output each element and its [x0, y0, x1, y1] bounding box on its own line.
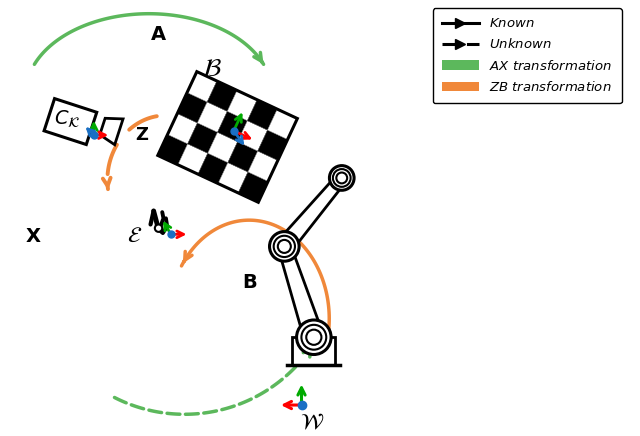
Polygon shape	[248, 100, 277, 130]
Polygon shape	[228, 142, 258, 172]
Polygon shape	[188, 123, 218, 153]
Polygon shape	[158, 134, 188, 165]
Text: $\mathit{C_{\mathcal{K}}}$: $\mathit{C_{\mathcal{K}}}$	[54, 109, 81, 129]
Polygon shape	[268, 109, 298, 140]
Text: A: A	[150, 24, 166, 44]
Polygon shape	[168, 113, 197, 144]
Text: $\mathcal{W}$: $\mathcal{W}$	[300, 412, 324, 432]
Circle shape	[269, 232, 299, 261]
Circle shape	[330, 166, 354, 190]
Polygon shape	[178, 144, 208, 174]
FancyBboxPatch shape	[292, 337, 335, 365]
Circle shape	[337, 173, 347, 184]
Circle shape	[301, 325, 326, 350]
Circle shape	[155, 225, 162, 232]
Polygon shape	[177, 92, 207, 123]
Polygon shape	[208, 132, 237, 163]
Circle shape	[333, 169, 351, 187]
Polygon shape	[100, 118, 123, 145]
Polygon shape	[218, 163, 248, 193]
Polygon shape	[237, 121, 268, 151]
Polygon shape	[44, 99, 97, 144]
Polygon shape	[207, 81, 237, 111]
Polygon shape	[238, 172, 268, 202]
Polygon shape	[218, 111, 248, 142]
Circle shape	[296, 320, 331, 354]
Text: $\mathcal{E}$: $\mathcal{E}$	[127, 225, 143, 245]
Polygon shape	[258, 130, 287, 160]
Polygon shape	[197, 102, 227, 132]
Circle shape	[307, 330, 321, 345]
Text: $\mathcal{B}$: $\mathcal{B}$	[202, 57, 222, 81]
Circle shape	[278, 240, 291, 253]
Circle shape	[274, 236, 295, 257]
Polygon shape	[187, 72, 217, 102]
Text: X: X	[26, 227, 41, 246]
Polygon shape	[198, 153, 228, 184]
Polygon shape	[248, 151, 278, 181]
Text: B: B	[242, 273, 257, 292]
Polygon shape	[227, 90, 257, 121]
Text: Z: Z	[135, 126, 148, 144]
Polygon shape	[278, 245, 323, 340]
Polygon shape	[278, 174, 346, 252]
Legend: $\mathit{Known}$, $\mathit{Unknown}$, $\mathit{AX\ transformation}$, $\mathit{ZB: $\mathit{Known}$, $\mathit{Unknown}$, $\…	[433, 8, 621, 103]
